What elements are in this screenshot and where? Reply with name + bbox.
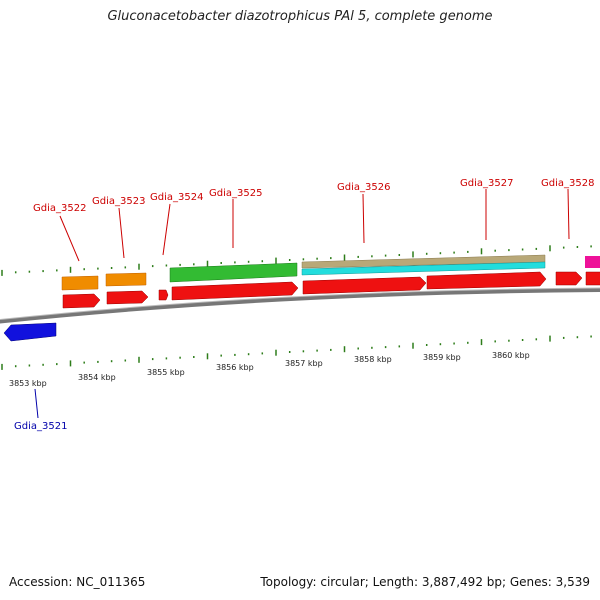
cds-gdia-3528-b bbox=[585, 271, 600, 286]
genome-backbone bbox=[0, 288, 600, 324]
kbp-label-3853: 3853 kbp bbox=[9, 379, 47, 388]
tick-row-top bbox=[1, 245, 592, 276]
gene-label-gdia-3527: Gdia_3527 bbox=[460, 178, 513, 189]
feature-gdia-3523-product bbox=[105, 272, 147, 287]
kbp-label-3855: 3855 kbp bbox=[147, 368, 185, 377]
cds-gdia-3528-a bbox=[555, 271, 583, 286]
feature-gdia-3528-product bbox=[585, 256, 600, 268]
kbp-label-3858: 3858 kbp bbox=[354, 355, 392, 364]
feature-gdia-3522-product bbox=[61, 275, 99, 291]
gene-label-gdia-3523: Gdia_3523 bbox=[92, 196, 145, 207]
feature-gdia-3526-cyan bbox=[301, 261, 546, 276]
gene-label-gdia-3528: Gdia_3528 bbox=[541, 178, 594, 189]
map-title: Gluconacetobacter diazotrophicus PAl 5, … bbox=[107, 9, 493, 24]
cds-gdia-3525 bbox=[171, 281, 299, 301]
gene-label-gdia-3524: Gdia_3524 bbox=[150, 192, 203, 203]
gene-label-gdia-3526: Gdia_3526 bbox=[337, 182, 390, 193]
cds-gdia-3526 bbox=[302, 276, 427, 295]
feature-gdia-3525-product bbox=[169, 262, 298, 283]
cds-gdia-3522 bbox=[62, 293, 101, 309]
cds-gdia-3523 bbox=[106, 290, 149, 305]
cds-gdia-3527 bbox=[426, 271, 547, 290]
cds-gdia-3524 bbox=[158, 289, 169, 301]
gene-label-gdia-3525: Gdia_3525 bbox=[209, 188, 262, 199]
accession-text: Accession: NC_011365 bbox=[9, 575, 146, 589]
tick-row-bottom bbox=[1, 335, 592, 370]
kbp-label-3856: 3856 kbp bbox=[216, 363, 254, 372]
cds-gdia-3521 bbox=[3, 322, 57, 342]
genome-summary-text: Topology: circular; Length: 3,887,492 bp… bbox=[260, 575, 590, 589]
kbp-label-3857: 3857 kbp bbox=[285, 359, 323, 368]
gene-label-gdia-3522: Gdia_3522 bbox=[33, 203, 86, 214]
kbp-label-3860: 3860 kbp bbox=[492, 351, 530, 360]
kbp-label-3859: 3859 kbp bbox=[423, 353, 461, 362]
kbp-label-3854: 3854 kbp bbox=[78, 373, 116, 382]
gene-label-gdia-3521: Gdia_3521 bbox=[14, 421, 67, 432]
